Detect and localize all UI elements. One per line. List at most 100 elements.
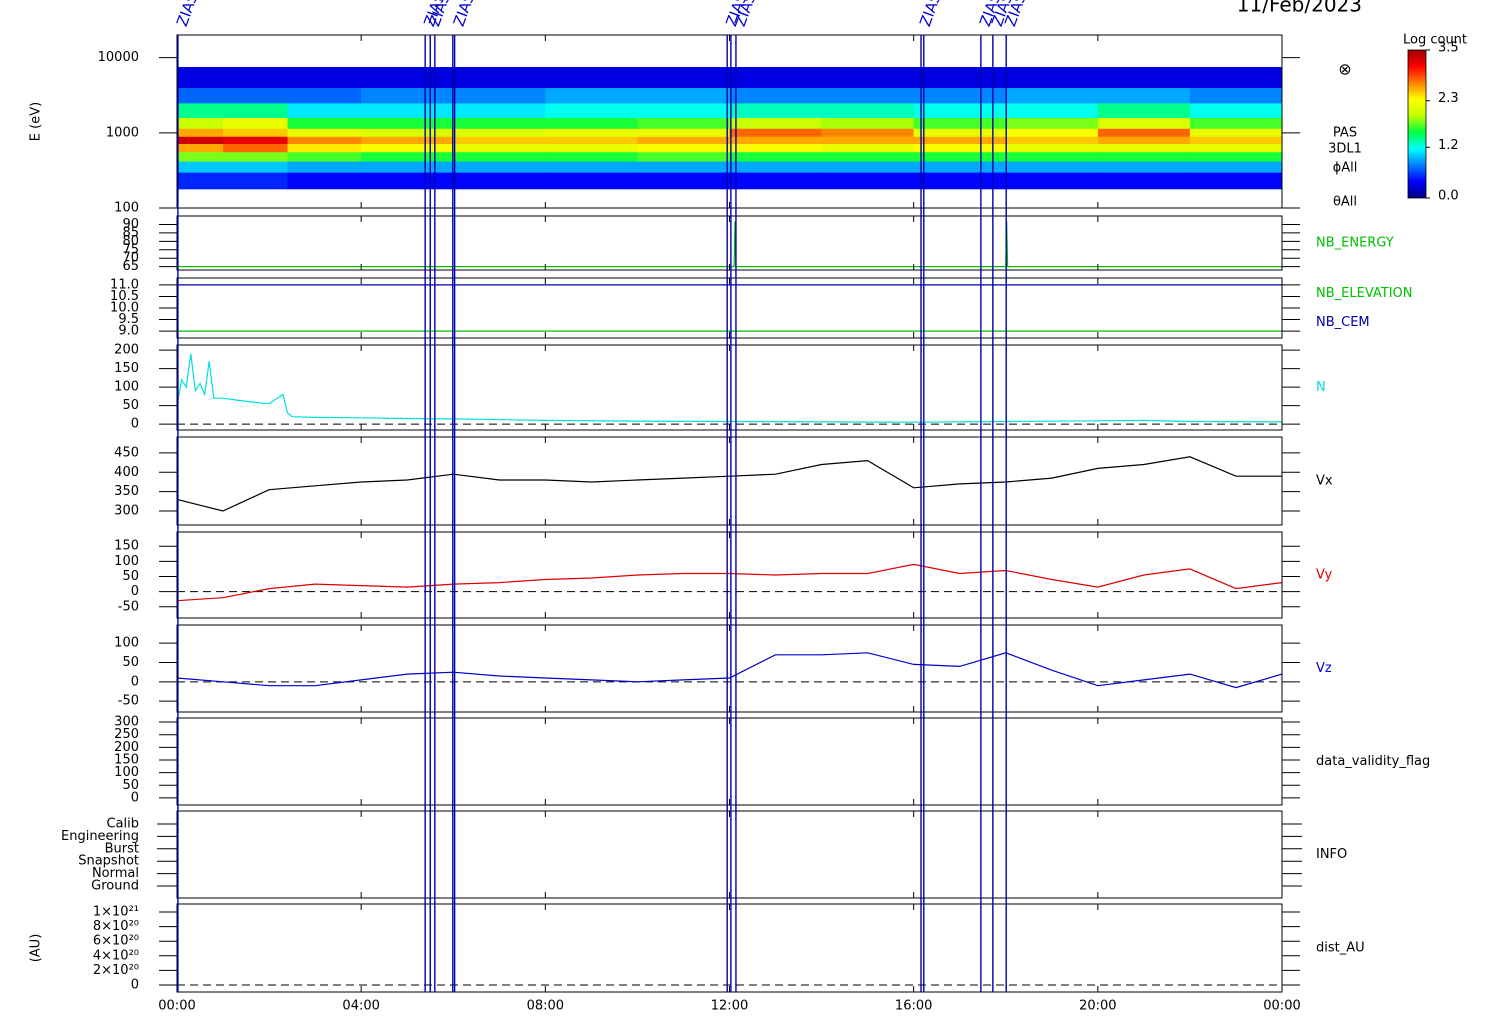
heatmap-cell	[729, 172, 823, 190]
heatmap-cell	[913, 143, 1007, 153]
heatmap-cell	[1005, 117, 1099, 129]
y-tick-label: 10.0	[110, 301, 139, 316]
heatmap-cell	[637, 161, 730, 173]
y-tick-label: 70	[122, 251, 139, 266]
heatmap-cell	[177, 151, 224, 162]
heatmap-cell	[913, 87, 1007, 104]
heatmap-cell	[1189, 136, 1283, 145]
colorbar-tick-label: 1.2	[1438, 138, 1459, 153]
heatmap-cell	[223, 136, 288, 145]
series-label: N	[1316, 380, 1326, 395]
y-tick-label: 50	[122, 398, 139, 413]
heatmap-cell	[913, 67, 1007, 89]
y-tick-label: 100	[114, 554, 139, 569]
y-tick-label: Snapshot	[78, 854, 139, 869]
y-tick-label: 300	[114, 715, 139, 730]
heatmap-cell	[361, 87, 454, 104]
colorbar-tick-label: 0.0	[1438, 189, 1459, 204]
series-line	[176, 353, 1283, 423]
x-tick-label: 08:00	[527, 999, 564, 1014]
heatmap-cell	[361, 67, 454, 89]
heatmap-cell	[913, 117, 1007, 129]
heatmap-cell	[361, 161, 454, 173]
y-tick-label: 85	[122, 225, 139, 240]
x-tick-label: 20:00	[1079, 999, 1116, 1014]
heatmap-cell	[1005, 161, 1099, 173]
heatmap-cell	[545, 172, 638, 190]
heatmap-cell	[453, 172, 546, 190]
y-tick-label: 0	[131, 790, 139, 805]
heatmap-cell	[821, 161, 915, 173]
heatmap-cell	[223, 151, 288, 162]
heatmap-cell	[1189, 172, 1283, 190]
y-tick-label: 2×10²⁰	[93, 963, 139, 978]
y-tick-label: 450	[114, 445, 139, 460]
heatmap-cell	[223, 128, 288, 137]
y-tick-label: 300	[114, 504, 139, 519]
heatmap-cell	[545, 151, 638, 162]
heatmap-cell	[287, 87, 362, 104]
y-tick-label: 150	[114, 752, 139, 767]
heatmap-cell	[1005, 67, 1099, 89]
heatmap-cell	[453, 143, 546, 153]
heatmap-cell	[545, 128, 638, 137]
y-tick-label: 400	[114, 465, 139, 480]
y-tick-label: 9.0	[118, 324, 139, 339]
heatmap-cell	[287, 151, 362, 162]
series-label: Vz	[1316, 661, 1332, 676]
y-tick-label: 90	[122, 217, 139, 232]
heatmap-cell	[821, 136, 915, 145]
heatmap-cell	[1097, 102, 1191, 118]
heatmap-cell	[177, 128, 224, 137]
heatmap-cell	[177, 87, 224, 104]
x-tick-label: 16:00	[895, 999, 932, 1014]
y-tick-label: 65	[122, 259, 139, 274]
heatmap-cell	[1097, 67, 1191, 89]
y-tick-label: 100	[114, 765, 139, 780]
heatmap-cell	[177, 102, 224, 118]
heatmap-cell	[287, 128, 362, 137]
y-tick-label: 10.5	[110, 289, 139, 304]
heatmap-cell	[821, 172, 915, 190]
heatmap-cell	[177, 172, 224, 190]
y-tick-label: 0	[131, 584, 139, 599]
heatmap-cell	[637, 102, 730, 118]
heatmap-cell	[545, 102, 638, 118]
y-tick-label: 11.0	[110, 277, 139, 292]
y-axis-label: E (eV)	[29, 102, 44, 141]
heatmap-cell	[287, 117, 362, 129]
heatmap-cell	[223, 102, 288, 118]
y-tick-label: 0	[131, 674, 139, 689]
heatmap-cell	[1005, 102, 1099, 118]
heatmap-cell	[287, 67, 362, 89]
heatmap-cell	[821, 128, 915, 137]
y-axis-label: (AU)	[29, 934, 44, 963]
heatmap-cell	[1189, 67, 1283, 89]
y-tick-label: -50	[118, 694, 139, 709]
y-tick-label: 150	[114, 361, 139, 376]
heatmap-cell	[361, 151, 454, 162]
series-label: INFO	[1316, 847, 1347, 862]
side-label: PAS	[1333, 126, 1357, 141]
y-tick-label: 250	[114, 727, 139, 742]
heatmap-cell	[223, 117, 288, 129]
heatmap-cell	[177, 67, 224, 89]
heatmap-cell	[729, 117, 823, 129]
heatmap-cell	[545, 117, 638, 129]
y-tick-label: 1×10²¹	[93, 905, 139, 920]
heatmap-cell	[729, 102, 823, 118]
heatmap-cell	[361, 128, 454, 137]
heatmap-cell	[913, 136, 1007, 145]
heatmap-cell	[361, 143, 454, 153]
y-tick-label: 350	[114, 484, 139, 499]
heatmap-cell	[913, 151, 1007, 162]
heatmap-cell	[637, 128, 730, 137]
y-tick-label: 0	[131, 977, 139, 992]
heatmap-cell	[729, 128, 823, 137]
heatmap-cell	[821, 143, 915, 153]
y-tick-label: 6×10²⁰	[93, 934, 139, 949]
heatmap-cell	[453, 161, 546, 173]
heatmap-cell	[1097, 128, 1191, 137]
colorbar	[1407, 49, 1427, 199]
